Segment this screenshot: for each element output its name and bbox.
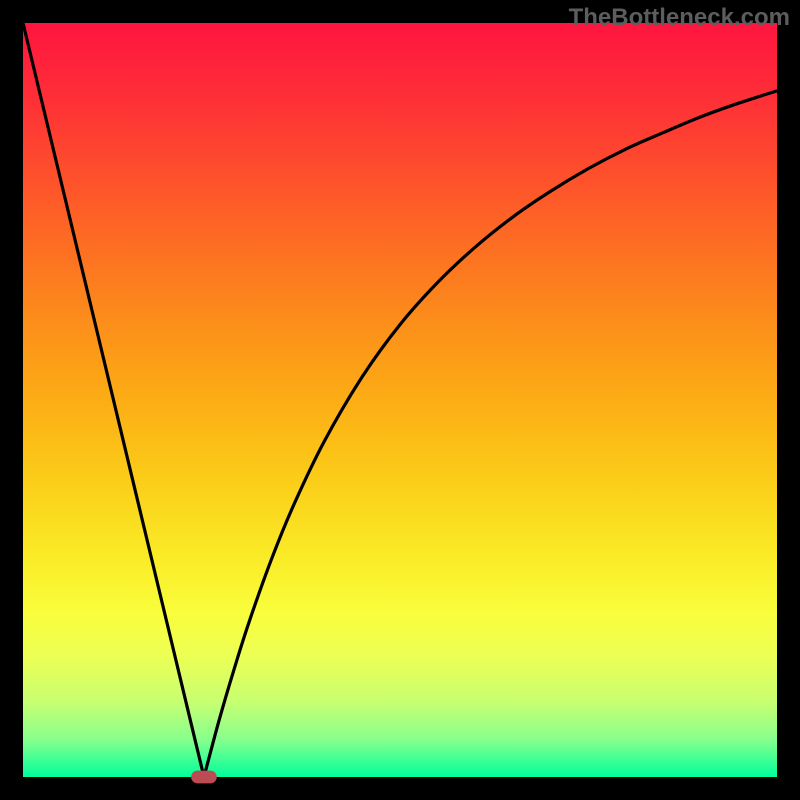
minimum-marker <box>191 771 217 784</box>
chart-container: TheBottleneck.com <box>0 0 800 800</box>
bottleneck-chart <box>0 0 800 800</box>
